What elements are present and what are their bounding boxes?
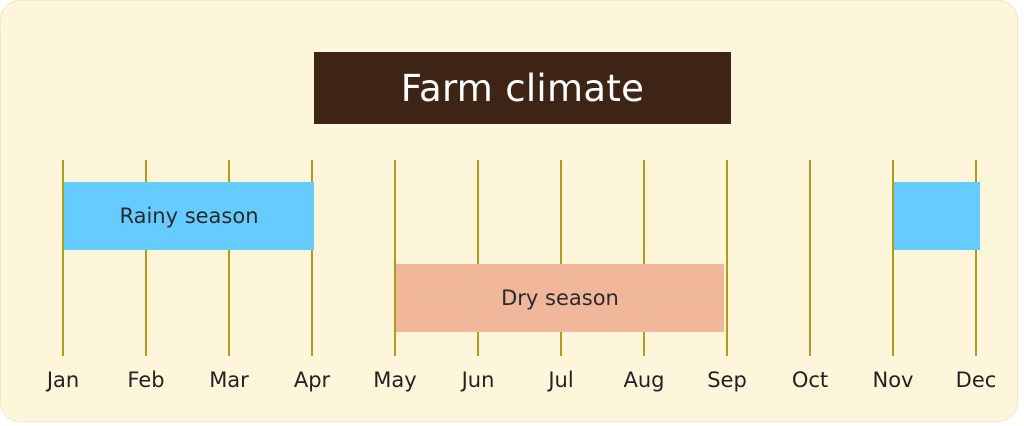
month-line-oct bbox=[809, 160, 811, 356]
season-label: Dry season bbox=[501, 286, 619, 310]
month-line-nov bbox=[892, 160, 894, 356]
month-label-aug: Aug bbox=[623, 368, 665, 392]
month-label-jul: Jul bbox=[548, 368, 574, 392]
month-line-sep bbox=[726, 160, 728, 356]
diagram-title: Farm climate bbox=[400, 66, 645, 110]
month-label-dec: Dec bbox=[955, 368, 997, 392]
month-line-apr bbox=[311, 160, 313, 356]
month-line-jul bbox=[560, 160, 562, 356]
month-label-jun: Jun bbox=[461, 368, 495, 392]
month-label-apr: Apr bbox=[293, 368, 331, 392]
month-line-feb bbox=[145, 160, 147, 356]
rainy-season-bar-continued bbox=[894, 182, 980, 250]
month-line-jun bbox=[477, 160, 479, 356]
season-label: Rainy season bbox=[119, 204, 259, 228]
month-label-may: May bbox=[373, 368, 417, 392]
title-box: Farm climate bbox=[314, 52, 731, 124]
month-label-oct: Oct bbox=[791, 368, 829, 392]
dry-season-bar: Dry season bbox=[396, 264, 724, 332]
month-label-mar: Mar bbox=[209, 368, 249, 392]
month-label-feb: Feb bbox=[127, 368, 165, 392]
month-line-mar bbox=[228, 160, 230, 356]
month-label-jan: Jan bbox=[46, 368, 80, 392]
month-line-aug bbox=[643, 160, 645, 356]
month-line-may bbox=[394, 160, 396, 356]
rainy-season-bar: Rainy season bbox=[64, 182, 314, 250]
month-label-nov: Nov bbox=[872, 368, 914, 392]
month-label-sep: Sep bbox=[707, 368, 747, 392]
month-line-jan bbox=[62, 160, 64, 356]
month-line-dec bbox=[975, 160, 977, 356]
